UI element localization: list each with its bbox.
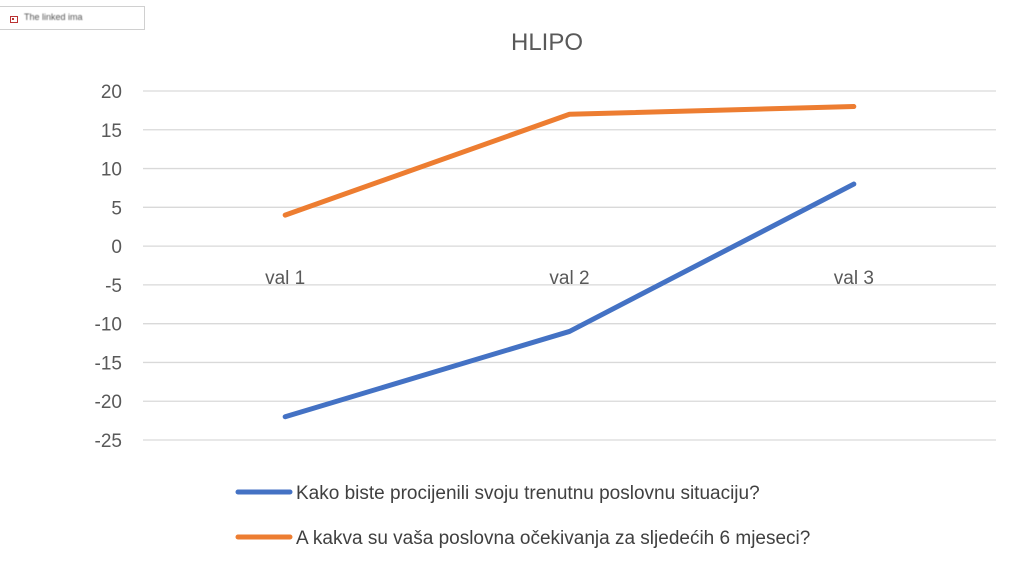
x-category-label: val 3 [834,268,874,289]
y-tick-label: -15 [95,353,122,374]
y-tick-label: -5 [105,276,122,297]
legend-label: A kakva su vaša poslovna očekivanja za s… [296,528,810,549]
x-category-label: val 2 [549,268,589,289]
y-axis-tick-labels: 20 15 10 5 0 -5 -10 -15 -20 -25 [95,82,122,452]
y-tick-label: 5 [111,198,122,219]
series-line-2 [282,104,857,218]
legend-label: Kako biste procijenili svoju trenutnu po… [296,483,760,504]
legend: Kako biste procijenili svoju trenutnu po… [235,483,810,549]
y-tick-label: 15 [101,121,122,142]
y-tick-label: 20 [101,82,122,103]
y-tick-label: -20 [95,392,122,413]
y-tick-label: -25 [95,431,122,452]
x-axis-category-labels: val 1 val 2 val 3 [265,268,874,289]
y-tick-label: 10 [101,160,122,181]
series-lines [282,104,857,420]
broken-image-icon [10,16,18,23]
chart-title: HLIPO [511,29,583,56]
grid-lines [143,90,996,441]
x-category-label: val 1 [265,268,305,289]
broken-image-placeholder: The linked ima [0,6,145,30]
broken-image-alt-text: The linked ima [24,12,83,22]
y-tick-label: -10 [95,315,122,336]
y-tick-label: 0 [111,237,122,258]
series-line-1 [282,181,857,420]
